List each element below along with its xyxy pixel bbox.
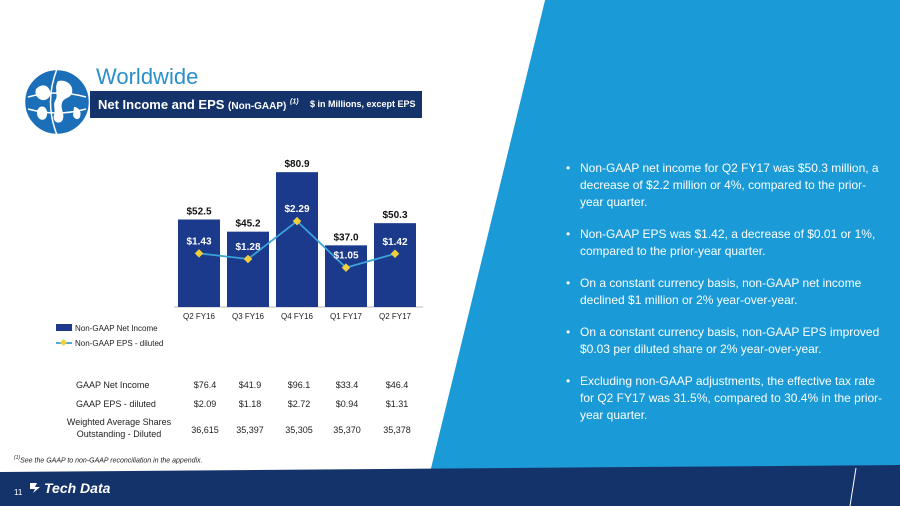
table-cell: $33.4 bbox=[335, 380, 359, 390]
bullet-glyph: • bbox=[566, 227, 571, 241]
table-cell: $2.72 bbox=[287, 399, 311, 409]
bullet-text: On a constant currency basis, non-GAAP E… bbox=[580, 325, 880, 356]
bar-data-label: $37.0 bbox=[333, 232, 358, 243]
subtitle-footnote-marker: (1) bbox=[290, 98, 299, 106]
footnote-marker: (1) bbox=[14, 455, 21, 461]
eps-data-label: $2.29 bbox=[284, 204, 309, 215]
tech-data-logo: Tech Data bbox=[28, 480, 110, 496]
bar-data-label: $45.2 bbox=[235, 219, 260, 230]
bullet-list: • Non-GAAP net income for Q2 FY17 was $50… bbox=[566, 160, 884, 439]
row-label-line2: Outstanding - Diluted bbox=[76, 429, 162, 439]
eps-data-label: $1.05 bbox=[333, 251, 358, 262]
x-tick-label: Q2 FY17 bbox=[379, 312, 412, 321]
table-cell: $41.9 bbox=[238, 380, 262, 390]
table-row: GAAP Net Income $76.4 $41.9 $96.1 $33.4 … bbox=[70, 378, 430, 397]
row-label: GAAP Net Income bbox=[76, 380, 150, 390]
bar-net-income bbox=[276, 172, 318, 307]
white-wedge bbox=[0, 0, 545, 472]
footer-slash bbox=[849, 467, 857, 506]
table-cell: 35,305 bbox=[285, 425, 313, 435]
subtitle: Net Income and EPS (Non-GAAP) (1) bbox=[98, 97, 299, 112]
subtitle-bar: Net Income and EPS (Non-GAAP) (1) $ in M… bbox=[90, 91, 422, 118]
legend-label: Non-GAAP EPS - diluted bbox=[75, 339, 163, 348]
page-number: 11 bbox=[14, 488, 23, 497]
gaap-stats-table: GAAP Net Income $76.4 $41.9 $96.1 $33.4 … bbox=[67, 378, 430, 446]
eps-point bbox=[194, 249, 204, 258]
legend-label: Non-GAAP Net Income bbox=[75, 324, 158, 333]
list-item: • On a constant currency basis, non-GAAP … bbox=[566, 324, 884, 358]
bullet-text: Non-GAAP EPS was $1.42, a decrease of $0… bbox=[580, 227, 876, 258]
bullet-glyph: • bbox=[566, 276, 571, 290]
subtitle-qualifier: (Non-GAAP) bbox=[228, 101, 287, 112]
footnote: (1)See the GAAP to non-GAAP reconciliati… bbox=[14, 455, 203, 464]
bar-data-label: $50.3 bbox=[382, 210, 407, 221]
subtitle-units: $ in Millions, except EPS bbox=[310, 99, 416, 109]
eps-point bbox=[341, 263, 351, 272]
table-cell: $2.09 bbox=[193, 399, 217, 409]
list-item: • On a constant currency basis, non-GAAP … bbox=[566, 275, 884, 309]
list-item: • Non-GAAP net income for Q2 FY17 was $50… bbox=[566, 160, 884, 211]
table-cell: $46.4 bbox=[385, 380, 409, 390]
x-tick-label: Q1 FY17 bbox=[330, 312, 363, 321]
eps-point bbox=[243, 254, 253, 264]
table-cell: $1.31 bbox=[385, 399, 409, 409]
row-label: GAAP EPS - diluted bbox=[76, 399, 156, 409]
eps-data-label: $1.42 bbox=[382, 237, 407, 248]
bullet-glyph: • bbox=[566, 325, 571, 339]
table-cell: $76.4 bbox=[193, 380, 217, 390]
bullet-glyph: • bbox=[566, 374, 571, 388]
page-title: Worldwide bbox=[96, 64, 199, 89]
x-tick-label: Q3 FY16 bbox=[232, 312, 265, 321]
bar-net-income bbox=[325, 245, 367, 307]
eps-data-label: $1.28 bbox=[235, 242, 260, 253]
legend-swatch-net-income bbox=[56, 324, 72, 331]
row-label: Weighted Average Shares Outstanding - Dil… bbox=[64, 416, 174, 440]
tech-data-logo-icon bbox=[30, 483, 40, 493]
row-label-line1: Weighted Average Shares bbox=[66, 417, 172, 427]
bullet-text: On a constant currency basis, non-GAAP n… bbox=[580, 276, 862, 307]
footer-band bbox=[0, 472, 900, 506]
eps-point bbox=[390, 249, 400, 258]
bullet-text: Non-GAAP net income for Q2 FY17 was $50.… bbox=[580, 161, 879, 209]
table-cell: $96.1 bbox=[287, 380, 311, 390]
bar-net-income bbox=[374, 223, 416, 307]
eps-point bbox=[292, 216, 302, 226]
bar-net-income bbox=[227, 231, 269, 307]
eps-data-label: $1.43 bbox=[186, 236, 211, 247]
table-cell: 36,615 bbox=[191, 425, 219, 435]
table-cell: 35,397 bbox=[236, 425, 264, 435]
logo-text: Tech Data bbox=[44, 480, 111, 496]
legend-swatch-eps-marker bbox=[59, 338, 68, 347]
bullet-text: Excluding non-GAAP adjustments, the effe… bbox=[580, 374, 883, 422]
x-tick-label: Q2 FY16 bbox=[183, 312, 216, 321]
table-row: GAAP EPS - diluted $2.09 $1.18 $2.72 $0.… bbox=[70, 397, 430, 416]
table-row: Weighted Average Shares Outstanding - Dil… bbox=[67, 416, 430, 446]
list-item: • Non-GAAP EPS was $1.42, a decrease of $… bbox=[566, 226, 884, 260]
table-cell: $0.94 bbox=[335, 399, 359, 409]
bar-data-label: $80.9 bbox=[284, 159, 309, 170]
footnote-text: See the GAAP to non-GAAP reconciliation … bbox=[20, 457, 203, 465]
blue-side-panel bbox=[430, 0, 900, 472]
bar-data-label: $52.5 bbox=[186, 207, 211, 218]
table-cell: $1.18 bbox=[238, 399, 262, 409]
table-cell: 35,378 bbox=[383, 425, 411, 435]
bullet-glyph: • bbox=[566, 161, 571, 175]
bar-net-income bbox=[178, 219, 220, 307]
list-item: • Excluding non-GAAP adjustments, the eff… bbox=[566, 373, 884, 424]
table-cell: 35,370 bbox=[333, 425, 361, 435]
x-tick-label: Q4 FY16 bbox=[281, 312, 314, 321]
subtitle-main-text: Net Income and EPS bbox=[98, 97, 225, 112]
